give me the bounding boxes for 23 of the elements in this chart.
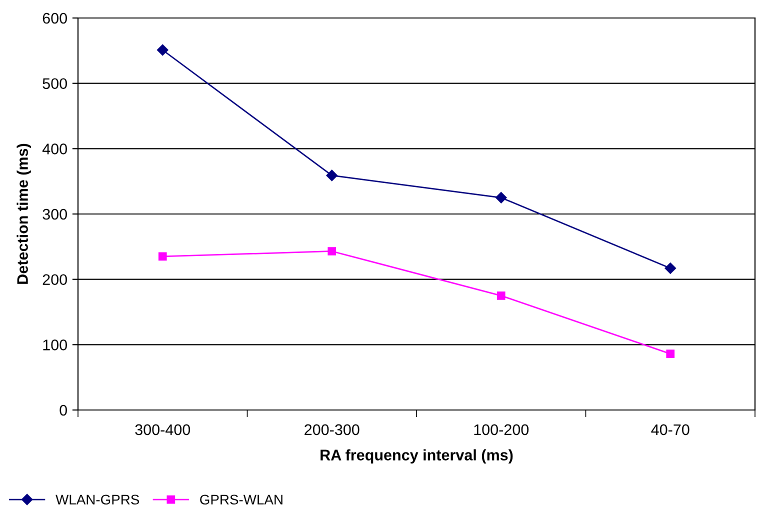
x-axis-title: RA frequency interval (ms): [320, 449, 513, 464]
x-tick-label: 100-200: [474, 424, 529, 436]
y-tick-label: 100: [43, 340, 67, 350]
y-axis-title: Detection time (ms): [16, 144, 31, 284]
y-tick-label: 500: [42, 78, 67, 90]
point: [158, 252, 167, 261]
y-tick-label: 600: [42, 12, 67, 24]
x-tick-label: 40-70: [651, 424, 690, 436]
legend-label: WLAN-GPRS: [56, 494, 140, 505]
x-tick-label: 200-300: [304, 424, 360, 436]
point: [328, 247, 336, 256]
point: [157, 44, 168, 56]
y-tick-label: 300: [42, 208, 67, 220]
point: [496, 292, 506, 300]
legend-label: GPRS-WLAN: [200, 494, 282, 505]
y-tick-label: 0: [60, 404, 67, 416]
y-tick-label: 200: [42, 274, 67, 286]
point: [664, 262, 676, 274]
point: [496, 192, 507, 204]
y-tick-label: 400: [42, 144, 67, 154]
point: [666, 350, 675, 358]
point: [326, 170, 338, 182]
x-tick-label: 300-400: [135, 424, 190, 436]
